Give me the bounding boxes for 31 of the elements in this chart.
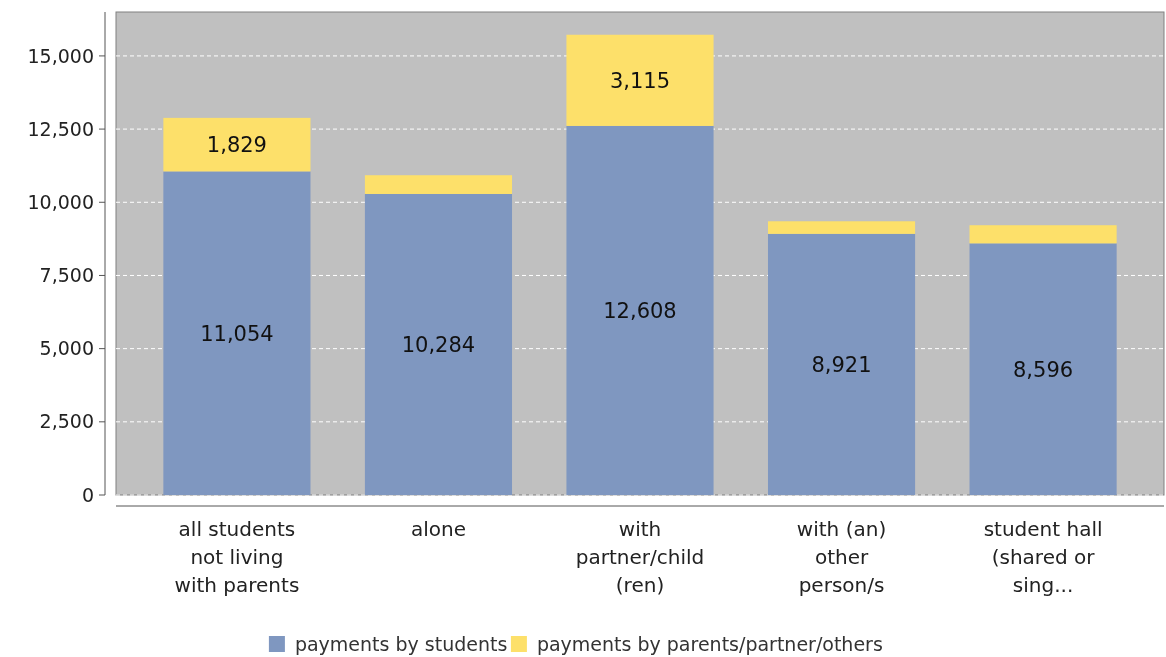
y-tick-label: 10,000 xyxy=(27,190,94,213)
bar xyxy=(566,125,714,495)
data-label: 8,921 xyxy=(811,352,872,377)
data-label: 8,596 xyxy=(1013,357,1074,382)
bar xyxy=(566,34,714,126)
bar xyxy=(767,233,916,495)
legend-label: payments by students xyxy=(294,632,508,655)
y-tick-label: 12,500 xyxy=(27,117,94,140)
bar xyxy=(969,225,1117,244)
data-label: 12,608 xyxy=(603,298,677,323)
y-tick-label: 2,500 xyxy=(39,410,94,433)
y-tick-label: 7,500 xyxy=(39,264,94,287)
data-label: 10,284 xyxy=(401,332,476,357)
y-tick-label: 0 xyxy=(81,483,94,506)
bar xyxy=(364,175,513,194)
y-tick-label: 5,000 xyxy=(39,337,94,360)
data-label: 11,054 xyxy=(200,321,274,346)
x-tick-label: with partner/child (ren) xyxy=(575,517,705,597)
bar xyxy=(163,171,311,495)
x-tick-label: student hall (shared or sing... xyxy=(983,517,1103,597)
bar xyxy=(364,193,513,495)
data-label: 1,829 xyxy=(206,133,267,157)
bar xyxy=(969,243,1117,495)
legend-label: payments by parents/partner/others xyxy=(536,632,883,655)
y-tick-label: 15,000 xyxy=(27,44,94,67)
bar xyxy=(163,117,311,172)
x-tick-label: all students not living with parents xyxy=(174,517,300,597)
data-label: 3,115 xyxy=(609,68,671,93)
x-tick-label: alone xyxy=(410,517,466,541)
bar xyxy=(767,221,916,234)
x-tick-label: with (an) other person/s xyxy=(796,517,887,597)
